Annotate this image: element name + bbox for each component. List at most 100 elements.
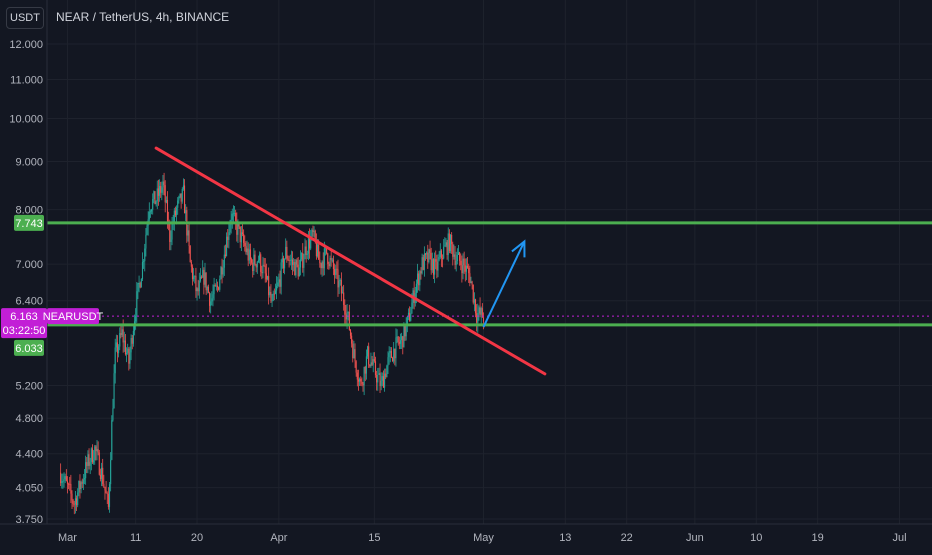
candle-body xyxy=(417,273,419,284)
candle-body xyxy=(170,239,172,242)
candle-body xyxy=(415,283,417,294)
y-tick-label: 11.000 xyxy=(10,75,43,87)
candle-body xyxy=(332,259,334,270)
candle-body xyxy=(207,286,209,293)
candle-body xyxy=(478,307,480,314)
candle-body xyxy=(264,265,266,274)
candle-body xyxy=(438,257,440,260)
candle-body xyxy=(251,259,253,263)
candle-body xyxy=(481,308,483,318)
x-tick-label: 10 xyxy=(750,532,762,544)
candle-body xyxy=(174,210,176,216)
candle-body xyxy=(160,185,162,193)
candle-body xyxy=(456,255,458,261)
candle-body xyxy=(86,462,88,466)
candle-body xyxy=(95,446,97,452)
candle-body xyxy=(241,232,244,235)
candle-body xyxy=(355,361,357,373)
candle-body xyxy=(323,248,325,269)
candle-body xyxy=(89,461,91,466)
candle-body xyxy=(363,366,365,386)
candle-body xyxy=(87,454,89,466)
candle-body xyxy=(319,259,321,264)
candle-body xyxy=(246,248,248,253)
candle-body xyxy=(205,272,207,291)
price-axis-panel[interactable] xyxy=(0,0,47,524)
candle-body xyxy=(380,380,382,387)
candle-body xyxy=(253,254,255,272)
candle-body xyxy=(349,329,352,336)
candle-body xyxy=(422,257,424,270)
candle-body xyxy=(329,258,331,267)
candle-body xyxy=(340,280,342,294)
x-tick-label: 19 xyxy=(812,532,824,544)
candle-body xyxy=(368,346,370,365)
candle-body xyxy=(469,273,471,283)
candle-body xyxy=(104,486,106,491)
candle-body xyxy=(445,242,447,246)
candle-body xyxy=(83,478,86,480)
candle-body xyxy=(471,281,473,285)
y-tick-label: 9.000 xyxy=(15,156,43,168)
candle-body xyxy=(198,280,200,292)
y-tick-label: 5.200 xyxy=(15,381,43,393)
candle-body xyxy=(237,224,239,235)
candle-body xyxy=(370,362,372,367)
candle-body xyxy=(389,350,391,353)
candle-body xyxy=(141,261,144,280)
candle-body xyxy=(120,333,122,335)
candle-body xyxy=(245,246,247,253)
candle-body xyxy=(261,271,263,274)
candle-body xyxy=(156,188,158,202)
candle-body xyxy=(338,280,340,288)
candle-body xyxy=(291,259,294,265)
candle-body xyxy=(138,283,140,284)
candle-body xyxy=(320,263,322,269)
candle-body xyxy=(302,253,304,268)
candle-body xyxy=(297,264,299,277)
candle-body xyxy=(341,292,344,294)
candle-body xyxy=(76,498,78,506)
candle-body xyxy=(403,324,405,348)
currency-button[interactable]: USDT xyxy=(6,7,44,29)
chart-title: NEAR / TetherUS, 4h, BINANCE xyxy=(56,10,230,24)
candle-body xyxy=(214,285,216,287)
candle-body xyxy=(185,210,187,214)
candle-body xyxy=(407,312,410,317)
candle-body xyxy=(397,336,399,343)
candle-body xyxy=(406,316,408,324)
candle-body xyxy=(477,313,479,323)
candle-body xyxy=(284,258,286,269)
candle-body xyxy=(436,261,438,271)
candle-body xyxy=(79,480,81,490)
candle-body xyxy=(191,266,194,280)
candle-body xyxy=(118,346,120,354)
candle-body xyxy=(112,408,114,421)
candle-body xyxy=(272,293,274,301)
candle-body xyxy=(240,232,242,243)
candle-body xyxy=(197,288,199,292)
candle-body xyxy=(63,479,65,482)
candle-body xyxy=(439,250,441,258)
time-axis-panel[interactable] xyxy=(0,524,932,550)
candle-body xyxy=(249,249,252,260)
candle-body xyxy=(199,276,201,281)
candle-body xyxy=(351,335,353,344)
candle-body xyxy=(180,193,182,202)
candles xyxy=(60,172,485,515)
candle-body xyxy=(107,494,109,507)
y-tick-label: 4.800 xyxy=(15,413,43,425)
candle-body xyxy=(132,330,134,344)
candle-body xyxy=(378,373,380,375)
candle-body xyxy=(429,249,431,253)
candle-body xyxy=(108,484,111,507)
candle-body xyxy=(303,259,305,268)
candle-body xyxy=(131,338,133,344)
candle-body xyxy=(154,191,156,205)
x-tick-label: 13 xyxy=(559,532,571,544)
candle-body xyxy=(461,265,463,274)
candle-body xyxy=(65,476,67,481)
candle-body xyxy=(227,236,229,240)
